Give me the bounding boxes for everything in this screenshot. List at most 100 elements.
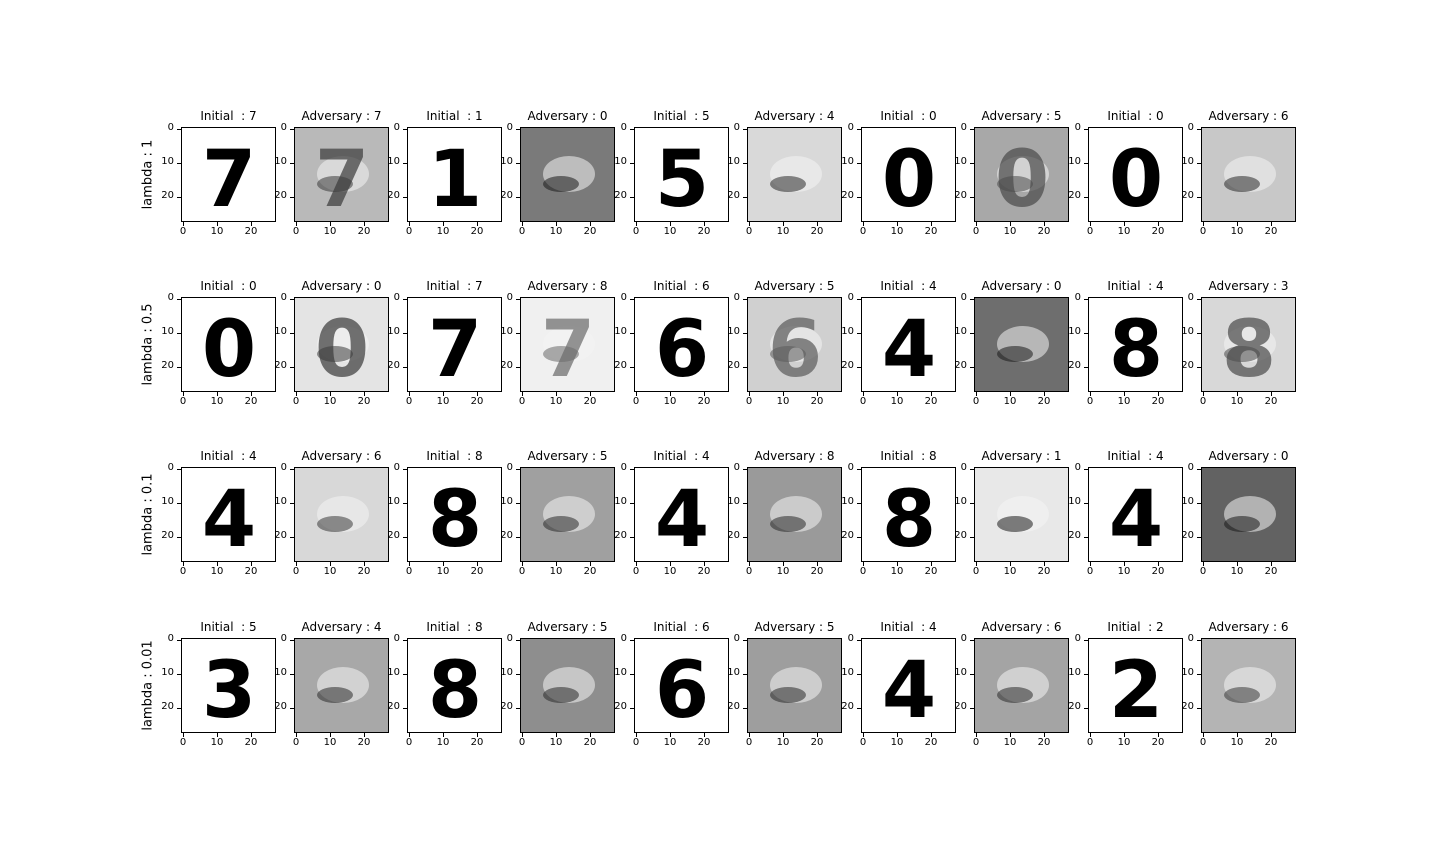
y-tick-label: 20 (500, 190, 513, 201)
y-tick-label: 10 (614, 667, 627, 678)
y-tick-label: 10 (1181, 326, 1194, 337)
image-panel (974, 638, 1069, 733)
x-tick-label: 10 (1230, 737, 1244, 748)
image-panel: 0 (294, 297, 389, 392)
y-tick-mark (516, 163, 520, 164)
image-panel (294, 638, 389, 733)
x-tick-mark (636, 733, 637, 737)
panel-title: Adversary : 0 (981, 279, 1062, 293)
x-tick-mark (364, 222, 365, 226)
x-tick-label: 20 (697, 226, 711, 237)
x-tick-mark (590, 733, 591, 737)
y-tick-label: 10 (727, 156, 740, 167)
panel-title: Adversary : 0 (301, 279, 382, 293)
digit-image: 6 (768, 305, 822, 391)
x-tick-mark (330, 392, 331, 396)
x-tick-label: 10 (436, 226, 450, 237)
y-tick-label: 0 (506, 462, 513, 473)
x-tick-label: 20 (244, 737, 258, 748)
x-tick-label: 0 (179, 737, 187, 748)
digit-image: 7 (202, 135, 256, 221)
y-tick-mark (403, 708, 407, 709)
digit-glyph: 6 (655, 305, 709, 391)
panel-title: Initial : 8 (880, 449, 937, 463)
image-panel (747, 467, 842, 562)
image-panel: 0 (1088, 127, 1183, 222)
y-tick-mark (743, 640, 747, 641)
x-tick-label: 0 (1199, 226, 1207, 237)
y-tick-mark (516, 640, 520, 641)
panel-title: Initial : 6 (653, 279, 710, 293)
digit-glyph: 0 (202, 305, 256, 391)
y-tick-mark (630, 299, 634, 300)
y-tick-label: 10 (161, 326, 174, 337)
image-panel (1201, 127, 1296, 222)
y-tick-mark (516, 708, 520, 709)
y-tick-label: 10 (841, 496, 854, 507)
y-tick-mark (516, 674, 520, 675)
y-tick-mark (403, 197, 407, 198)
digit-image: 8 (1109, 305, 1163, 391)
x-tick-mark (1124, 562, 1125, 566)
digit-image: 4 (655, 475, 709, 561)
y-tick-mark (290, 299, 294, 300)
y-tick-label: 10 (614, 326, 627, 337)
digit-image: 8 (882, 475, 936, 561)
panel-title: Adversary : 7 (301, 109, 382, 123)
y-tick-mark (1197, 640, 1201, 641)
x-tick-label: 20 (924, 226, 938, 237)
noise-blob (1224, 516, 1260, 532)
digit-image: 7 (428, 305, 482, 391)
y-tick-mark (857, 503, 861, 504)
y-tick-mark (857, 197, 861, 198)
y-tick-label: 0 (1187, 633, 1194, 644)
y-tick-label: 20 (161, 530, 174, 541)
y-tick-mark (1084, 537, 1088, 538)
panel-title: Initial : 2 (1107, 620, 1164, 634)
y-tick-mark (516, 197, 520, 198)
image-panel (1201, 467, 1296, 562)
y-tick-label: 10 (274, 156, 287, 167)
image-panel: 4 (1088, 467, 1183, 562)
y-tick-mark (743, 469, 747, 470)
y-tick-mark (1197, 197, 1201, 198)
y-tick-mark (857, 163, 861, 164)
panel-title: Adversary : 8 (527, 279, 608, 293)
x-tick-label: 20 (697, 737, 711, 748)
x-tick-mark (704, 562, 705, 566)
x-tick-label: 20 (924, 566, 938, 577)
x-tick-label: 10 (1117, 226, 1131, 237)
y-tick-label: 10 (274, 326, 287, 337)
y-tick-mark (177, 503, 181, 504)
x-tick-label: 20 (470, 226, 484, 237)
y-tick-mark (970, 299, 974, 300)
x-tick-label: 10 (890, 566, 904, 577)
x-tick-mark (296, 733, 297, 737)
x-tick-mark (443, 222, 444, 226)
y-tick-label: 20 (500, 360, 513, 371)
x-tick-mark (931, 222, 932, 226)
panel-title: Adversary : 5 (981, 109, 1062, 123)
digit-glyph: 4 (882, 646, 936, 732)
y-tick-mark (630, 197, 634, 198)
digit-glyph: 7 (541, 305, 595, 391)
y-tick-mark (743, 299, 747, 300)
x-tick-mark (1124, 392, 1125, 396)
y-tick-label: 0 (1074, 122, 1081, 133)
noise-blob (770, 516, 806, 532)
panel-title: Adversary : 3 (1208, 279, 1289, 293)
x-tick-mark (477, 733, 478, 737)
panel-title: Initial : 8 (426, 449, 483, 463)
y-tick-label: 10 (1181, 156, 1194, 167)
x-tick-label: 20 (1264, 566, 1278, 577)
x-tick-mark (636, 562, 637, 566)
y-tick-label: 20 (841, 701, 854, 712)
digit-image: 8 (1222, 305, 1276, 391)
y-tick-mark (743, 367, 747, 368)
x-tick-label: 0 (405, 566, 413, 577)
image-panel: 6 (634, 638, 729, 733)
noise-blob (997, 687, 1033, 703)
digit-image (770, 156, 822, 192)
y-tick-label: 20 (727, 530, 740, 541)
panel-title: Adversary : 0 (1208, 449, 1289, 463)
